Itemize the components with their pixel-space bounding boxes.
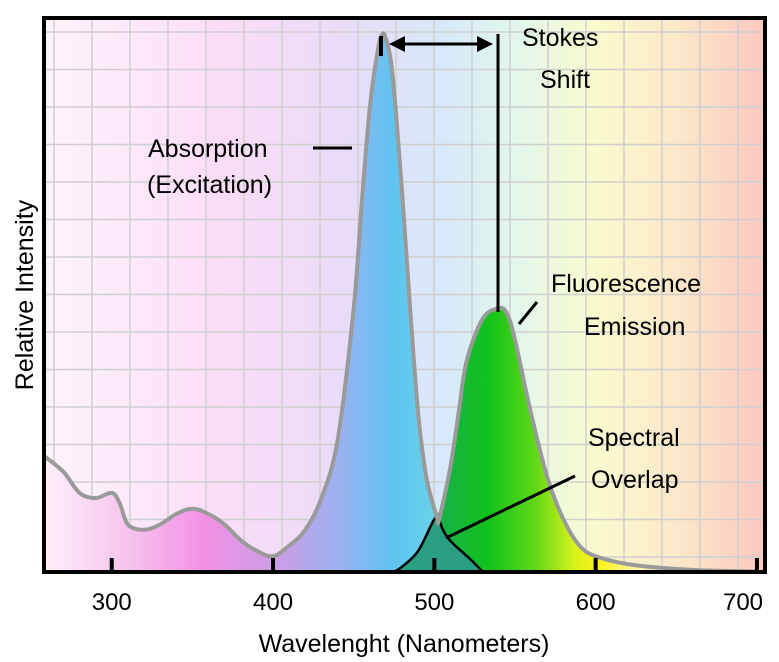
- shift-label: Shift: [540, 66, 590, 94]
- x-axis-title: Wavelenght (Nanometers): [259, 630, 550, 658]
- x-tick-label: 400: [253, 589, 293, 616]
- fluorescence-label: Fluorescence: [551, 270, 701, 298]
- emission-label-leader: [517, 301, 539, 325]
- stokes-arrow-left-head: [389, 36, 405, 52]
- spectral-label: Spectral: [588, 424, 680, 452]
- spectrum-envelope-line: [44, 31, 757, 572]
- overlap-label: Overlap: [591, 466, 679, 494]
- absorption-fill: [44, 33, 443, 572]
- spectral-overlap-lines: [393, 515, 484, 572]
- x-tick-label: 700: [723, 589, 763, 616]
- excitation-label: (Excitation): [147, 171, 272, 199]
- x-tick-label: 500: [414, 589, 454, 616]
- stokes-arrow-right-head: [477, 36, 493, 52]
- stokes-label: Stokes: [522, 24, 598, 52]
- x-tick-label: 600: [576, 589, 616, 616]
- emission-label: Emission: [584, 313, 685, 341]
- overlap-label-leader: [445, 474, 576, 540]
- y-axis-title: Relative Intensity: [11, 199, 39, 390]
- spectral-overlap-fill: [394, 516, 483, 572]
- emission-fill: [394, 307, 757, 572]
- x-tick-label: 300: [92, 589, 132, 616]
- absorption-label: Absorption: [148, 135, 268, 163]
- plot-frame: [42, 16, 767, 574]
- x-axis-ticks: 300 400 500 600 700: [92, 558, 763, 616]
- stokes-shift-marker: [379, 34, 500, 312]
